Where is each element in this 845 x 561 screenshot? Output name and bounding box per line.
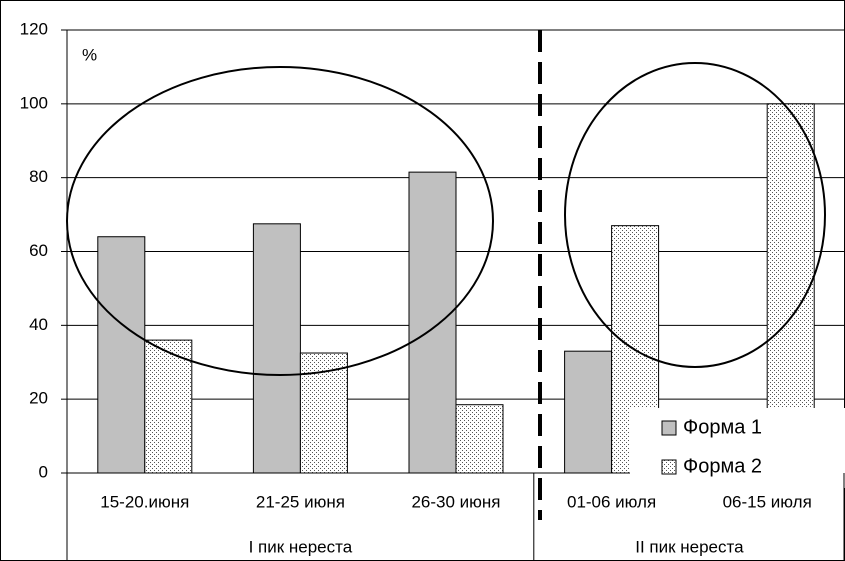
legend-label: Форма 1 xyxy=(683,416,762,438)
group-label: II пик нереста xyxy=(635,537,744,556)
bar xyxy=(144,339,193,474)
group-ellipse xyxy=(66,66,494,376)
y-axis-label: % xyxy=(82,45,97,64)
bar xyxy=(97,236,146,474)
group-label: I пик нереста xyxy=(249,537,353,556)
x-tick-label: 06-15 июля xyxy=(723,492,812,511)
y-tick-label: 100 xyxy=(20,93,48,112)
y-tick-label: 20 xyxy=(29,389,48,408)
x-tick-label: 15-20.июня xyxy=(100,492,189,511)
y-tick-label: 0 xyxy=(39,462,48,481)
y-tick-label: 80 xyxy=(29,167,48,186)
y-tick-label: 60 xyxy=(29,241,48,260)
group-ellipse xyxy=(564,62,826,368)
bar xyxy=(408,171,457,474)
y-tick-label: 120 xyxy=(20,19,48,38)
x-tick-label: 26-30 июня xyxy=(411,492,500,511)
bar xyxy=(455,404,504,474)
legend-swatch xyxy=(661,459,677,475)
x-tick-label: 01-06 июля xyxy=(567,492,656,511)
x-tick-label: 21-25 июня xyxy=(256,492,345,511)
legend-swatch xyxy=(661,420,677,436)
y-tick-label: 40 xyxy=(29,315,48,334)
bar xyxy=(564,350,613,474)
bar xyxy=(252,223,301,474)
legend-label: Форма 2 xyxy=(683,455,762,477)
